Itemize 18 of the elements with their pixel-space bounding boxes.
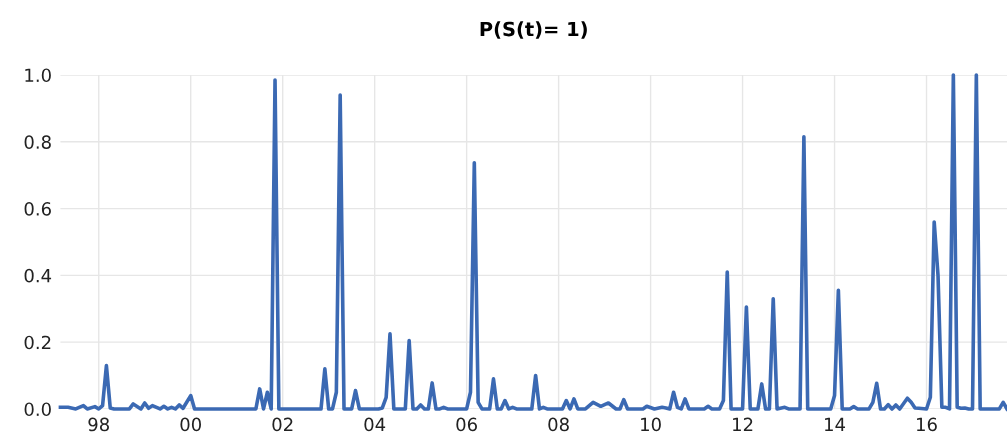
chart-title: P(S(t)= 1)	[480, 21, 587, 39]
x-tick-label: 02	[272, 417, 293, 432]
x-tick-label: 16	[917, 417, 937, 432]
line-series	[58, 73, 1007, 411]
x-tick-label: 12	[733, 417, 753, 432]
x-tick-label: 98	[88, 417, 109, 432]
x-tick-label: 06	[456, 417, 477, 432]
y-tick-label: 0.2	[24, 335, 51, 350]
x-tick-label: 00	[180, 417, 202, 432]
y-tick-label: 1.0	[25, 68, 51, 83]
x-tick-label: 10	[641, 417, 661, 432]
y-tick-label: 0.0	[24, 402, 51, 417]
x-tick-label: 14	[825, 417, 846, 432]
y-tick-label: 0.8	[24, 135, 51, 149]
x-tick-label: 08	[548, 417, 569, 432]
y-tick-label: 0.6	[24, 202, 51, 216]
x-tick-label: 04	[364, 417, 386, 432]
y-tick-label: 0.4	[24, 268, 52, 283]
